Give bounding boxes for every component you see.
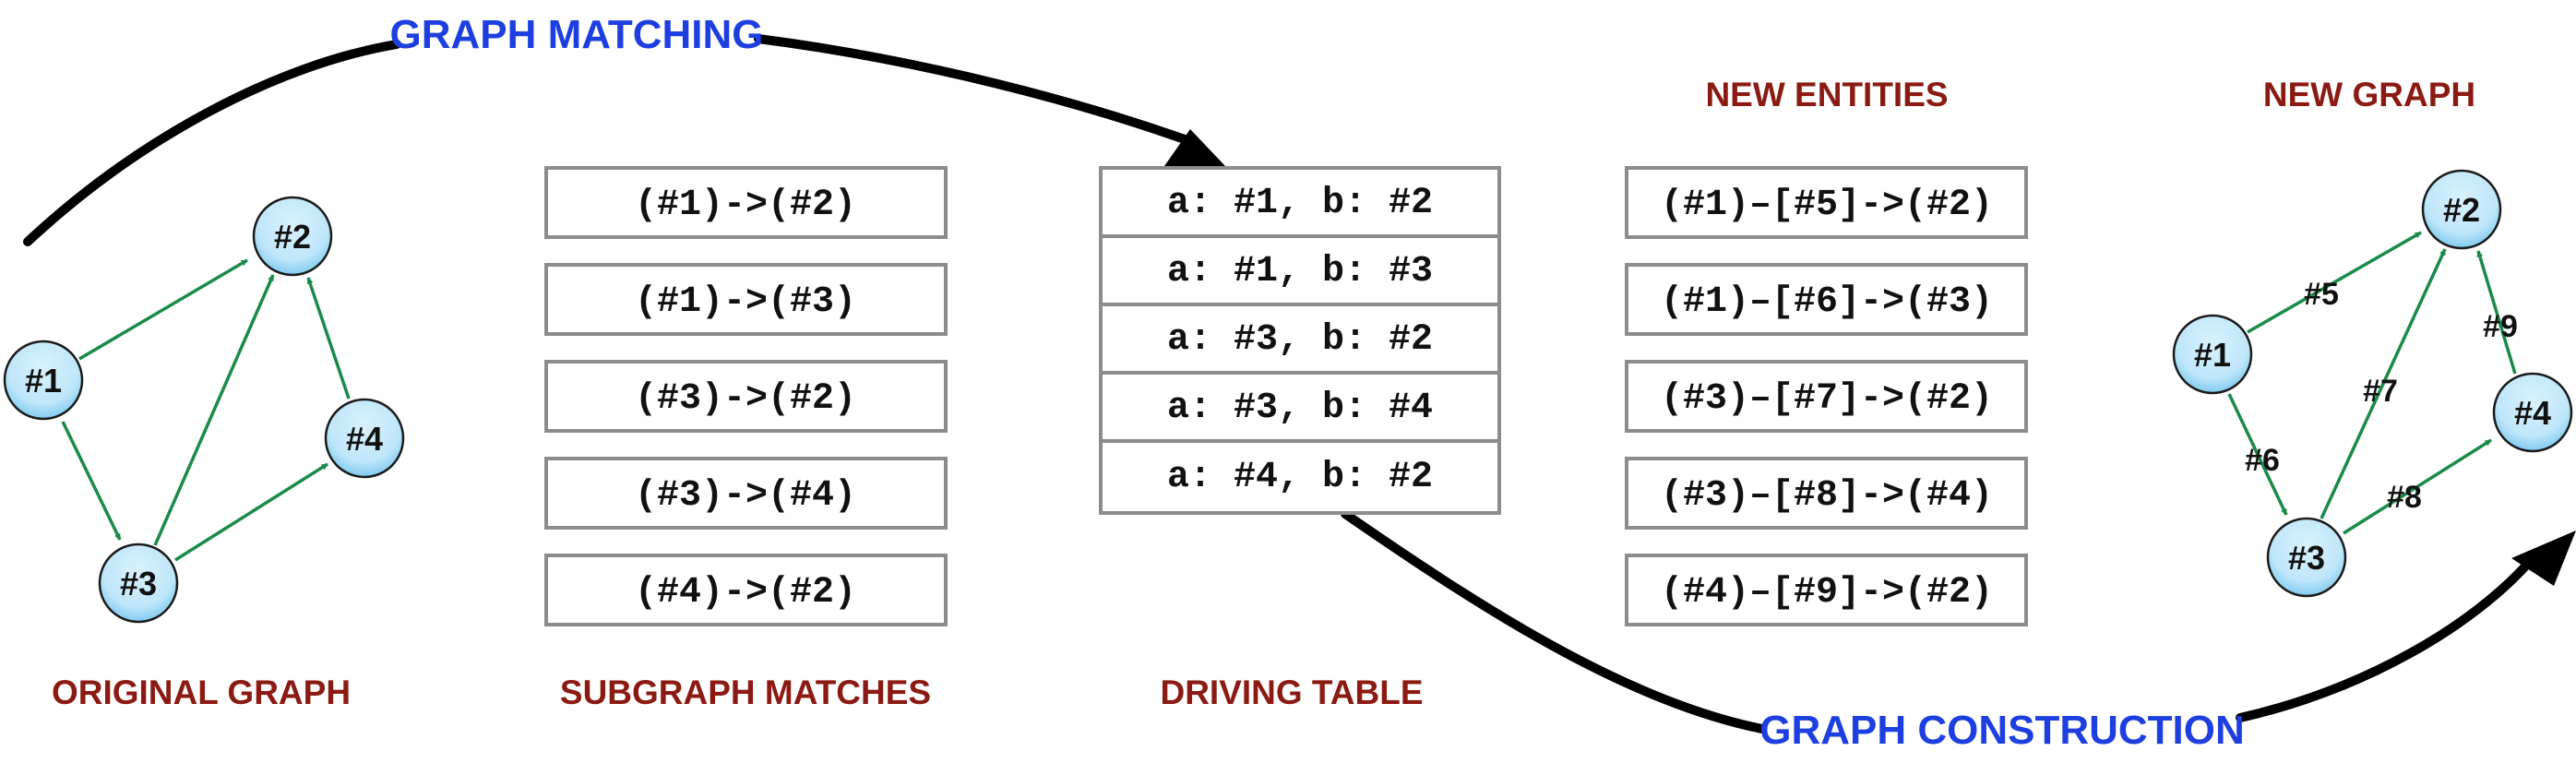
new-graph-caption: NEW GRAPH xyxy=(2263,76,2475,113)
new-edge-1-2 xyxy=(2247,231,2422,334)
new-entity-box xyxy=(1625,166,2028,239)
subgraph-match-text: (#1)->(#3) xyxy=(635,281,856,323)
new-edge-label-8: #8 xyxy=(2387,480,2422,515)
new-edge-label-5: #5 xyxy=(2304,277,2339,312)
driving-table: a: #1, b: #2 a: #1, b: #3 a: #3, b: #2 a… xyxy=(1099,166,1501,515)
subgraph-match-text: (#1)->(#2) xyxy=(635,185,856,226)
subgraph-matches-caption: SUBGRAPH MATCHES xyxy=(560,674,931,711)
original-edge-1-3 xyxy=(61,421,122,541)
driving-table-cell: a: #3, b: #2 xyxy=(1167,319,1433,361)
original-node-3-label: #3 xyxy=(120,565,157,602)
driving-table-cell: a: #1, b: #3 xyxy=(1167,251,1433,292)
graph-construction-arrowhead xyxy=(2511,531,2576,586)
new-node-2-label: #2 xyxy=(2443,191,2480,229)
new-edge-3-4 xyxy=(2343,438,2492,535)
original-edge-3-2 xyxy=(153,274,275,546)
subgraph-match-box xyxy=(544,457,948,530)
original-node-4 xyxy=(324,398,405,479)
new-graph: #1 #2 #3 #4 #5 #6 #7 #8 #9 xyxy=(2172,169,2573,598)
graph-matching-label: GRAPH MATCHING xyxy=(390,12,764,57)
new-entity-box xyxy=(1625,263,2028,336)
graph-matching-arrow-left xyxy=(23,40,401,246)
driving-table-cell: a: #3, b: #4 xyxy=(1167,388,1433,429)
driving-table-cell: a: #4, b: #2 xyxy=(1167,457,1433,498)
new-edge-3-2 xyxy=(2320,248,2447,519)
original-edge-1-2 xyxy=(78,258,248,361)
graph-matching-arrowhead xyxy=(1164,129,1225,166)
new-entity-text: (#1)–[#6]->(#3) xyxy=(1661,281,1993,323)
graph-construction-arrow-left xyxy=(1341,509,1767,733)
original-graph: #1 #2 #3 #4 xyxy=(3,196,405,624)
new-entity-text: (#4)–[#9]->(#2) xyxy=(1661,572,1993,614)
subgraph-match-text: (#3)->(#2) xyxy=(635,378,856,420)
driving-table-row xyxy=(1099,303,1501,375)
new-node-3-label: #3 xyxy=(2288,539,2325,577)
new-node-3 xyxy=(2266,517,2347,598)
graph-matching-arrow-right xyxy=(754,34,1199,148)
subgraph-match-text: (#3)->(#4) xyxy=(635,475,856,517)
subgraph-match-box xyxy=(544,166,948,239)
original-edge-4-2 xyxy=(306,277,351,399)
driving-table-caption: DRIVING TABLE xyxy=(1160,674,1423,711)
new-edge-label-7: #7 xyxy=(2363,374,2398,409)
new-entities-caption: NEW ENTITIES xyxy=(1705,76,1948,113)
new-entity-text: (#3)–[#8]->(#4) xyxy=(1661,475,1993,517)
new-node-1-label: #1 xyxy=(2194,336,2231,374)
new-entities-list: (#1)–[#5]->(#2) (#1)–[#6]->(#3) (#3)–[#7… xyxy=(1625,166,2028,626)
subgraph-match-box xyxy=(544,360,948,433)
new-edge-label-6: #6 xyxy=(2245,443,2280,478)
original-node-2 xyxy=(252,196,333,277)
new-entity-box xyxy=(1625,457,2028,530)
new-edge-1-3 xyxy=(2227,393,2288,516)
subgraph-match-text: (#4)->(#2) xyxy=(635,572,856,614)
original-node-2-label: #2 xyxy=(274,218,311,256)
graph-construction-arrow-right xyxy=(2236,554,2537,722)
new-entity-text: (#1)–[#5]->(#2) xyxy=(1661,185,1993,226)
original-node-1-label: #1 xyxy=(25,362,62,399)
subgraph-matches-list: (#1)->(#2) (#1)->(#3) (#3)->(#2) (#3)->(… xyxy=(544,166,948,626)
new-node-4-label: #4 xyxy=(2514,394,2551,432)
new-edge-4-2 xyxy=(2476,250,2517,375)
original-node-1 xyxy=(3,340,84,421)
original-edge-3-4 xyxy=(174,462,328,562)
original-graph-caption: ORIGINAL GRAPH xyxy=(52,674,351,711)
new-node-1 xyxy=(2172,314,2253,395)
original-node-4-label: #4 xyxy=(346,420,383,458)
new-edge-label-9: #9 xyxy=(2483,309,2518,344)
driving-table-cell: a: #1, b: #2 xyxy=(1167,183,1433,224)
subgraph-match-box xyxy=(544,554,948,626)
new-entity-text: (#3)–[#7]->(#2) xyxy=(1661,378,1993,420)
new-node-4 xyxy=(2492,372,2573,453)
new-entity-box xyxy=(1625,360,2028,433)
new-node-2 xyxy=(2421,169,2502,250)
original-node-3 xyxy=(98,542,179,624)
driving-table-row xyxy=(1099,439,1501,515)
subgraph-match-box xyxy=(544,263,948,336)
graph-construction-label: GRAPH CONSTRUCTION xyxy=(1759,708,2245,753)
driving-table-row xyxy=(1099,371,1501,443)
new-entity-box xyxy=(1625,554,2028,626)
